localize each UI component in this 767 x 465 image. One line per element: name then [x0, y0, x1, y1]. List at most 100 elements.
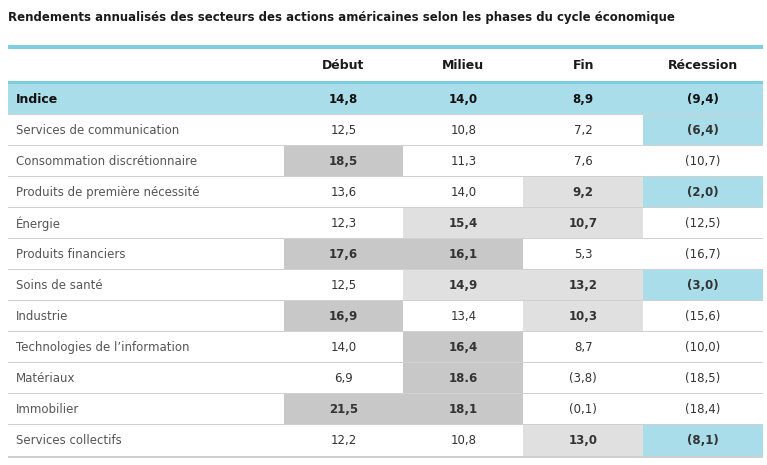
Bar [284, 239, 403, 270]
Text: 10,7: 10,7 [568, 217, 597, 230]
Bar [8, 207, 763, 208]
Bar [8, 394, 284, 425]
Bar [8, 269, 763, 270]
Text: (9,4): (9,4) [687, 93, 719, 106]
Bar [284, 394, 403, 425]
Bar [523, 84, 644, 115]
Bar [8, 208, 284, 239]
Bar [8, 363, 284, 394]
Text: 21,5: 21,5 [329, 403, 358, 416]
Bar [8, 424, 763, 425]
Text: 11,3: 11,3 [450, 155, 476, 168]
Bar [403, 332, 523, 363]
Text: 14,0: 14,0 [449, 93, 478, 106]
Text: (8,1): (8,1) [687, 434, 719, 447]
Text: Milieu: Milieu [443, 59, 485, 72]
Bar [523, 177, 644, 208]
Text: 18,1: 18,1 [449, 403, 478, 416]
Text: 16,4: 16,4 [449, 341, 478, 354]
Bar [8, 301, 284, 332]
Bar [644, 115, 763, 146]
Bar [644, 425, 763, 456]
Bar [284, 270, 403, 301]
Bar [523, 394, 644, 425]
Text: Consommation discrétionnaire: Consommation discrétionnaire [16, 155, 197, 168]
Text: 9,2: 9,2 [573, 186, 594, 199]
Text: Soins de santé: Soins de santé [16, 279, 103, 292]
Bar [403, 301, 523, 332]
Text: 18.6: 18.6 [449, 372, 478, 385]
Bar [8, 84, 284, 115]
Bar [8, 362, 763, 363]
Text: 12,5: 12,5 [331, 124, 357, 137]
Bar [644, 394, 763, 425]
Text: 15,4: 15,4 [449, 217, 478, 230]
Bar [8, 332, 284, 363]
Bar [8, 239, 284, 270]
Text: 7,2: 7,2 [574, 124, 593, 137]
Bar [644, 208, 763, 239]
Bar [644, 146, 763, 177]
Text: Début: Début [322, 59, 364, 72]
Bar [644, 84, 763, 115]
Bar [8, 115, 284, 146]
Text: (10,0): (10,0) [686, 341, 721, 354]
Bar [523, 208, 644, 239]
Bar [8, 49, 763, 81]
Bar [403, 270, 523, 301]
Text: (2,0): (2,0) [687, 186, 719, 199]
Text: Produits de première nécessité: Produits de première nécessité [16, 186, 199, 199]
Bar [8, 145, 763, 146]
Bar [284, 115, 403, 146]
Bar [8, 81, 763, 84]
Text: (6,4): (6,4) [687, 124, 719, 137]
Bar [284, 146, 403, 177]
Bar [284, 301, 403, 332]
Bar [403, 115, 523, 146]
Bar [523, 301, 644, 332]
Text: 14,0: 14,0 [450, 186, 476, 199]
Bar [8, 331, 763, 332]
Text: 12,5: 12,5 [331, 279, 357, 292]
Bar [403, 146, 523, 177]
Text: 10,8: 10,8 [450, 434, 476, 447]
Text: 10,3: 10,3 [568, 310, 597, 323]
Text: 5,3: 5,3 [574, 248, 592, 261]
Bar [284, 425, 403, 456]
Bar [284, 84, 403, 115]
Bar [523, 146, 644, 177]
Text: 12,3: 12,3 [331, 217, 357, 230]
Bar [403, 394, 523, 425]
Bar [8, 177, 284, 208]
Bar [523, 239, 644, 270]
Bar [284, 177, 403, 208]
Text: 13,2: 13,2 [568, 279, 597, 292]
Text: Fin: Fin [572, 59, 594, 72]
Text: (0,1): (0,1) [569, 403, 597, 416]
Text: (12,5): (12,5) [686, 217, 721, 230]
Bar [403, 239, 523, 270]
Text: Matériaux: Matériaux [16, 372, 75, 385]
Text: 16,1: 16,1 [449, 248, 478, 261]
Text: 10,8: 10,8 [450, 124, 476, 137]
Text: 13,0: 13,0 [568, 434, 597, 447]
Bar [284, 363, 403, 394]
Bar [8, 300, 763, 301]
Text: (16,7): (16,7) [686, 248, 721, 261]
Text: Énergie: Énergie [16, 216, 61, 231]
Text: 13,4: 13,4 [450, 310, 476, 323]
Bar [644, 177, 763, 208]
Text: 14,9: 14,9 [449, 279, 478, 292]
Text: Rendements annualisés des secteurs des actions américaines selon les phases du c: Rendements annualisés des secteurs des a… [8, 11, 675, 24]
Text: Industrie: Industrie [16, 310, 68, 323]
Text: 8,7: 8,7 [574, 341, 593, 354]
Bar [8, 146, 284, 177]
Text: (18,5): (18,5) [686, 372, 721, 385]
Text: 12,2: 12,2 [331, 434, 357, 447]
Text: 6,9: 6,9 [334, 372, 353, 385]
Bar [523, 115, 644, 146]
Bar [644, 332, 763, 363]
Text: Produits financiers: Produits financiers [16, 248, 126, 261]
Text: (10,7): (10,7) [686, 155, 721, 168]
Text: (3,8): (3,8) [569, 372, 597, 385]
